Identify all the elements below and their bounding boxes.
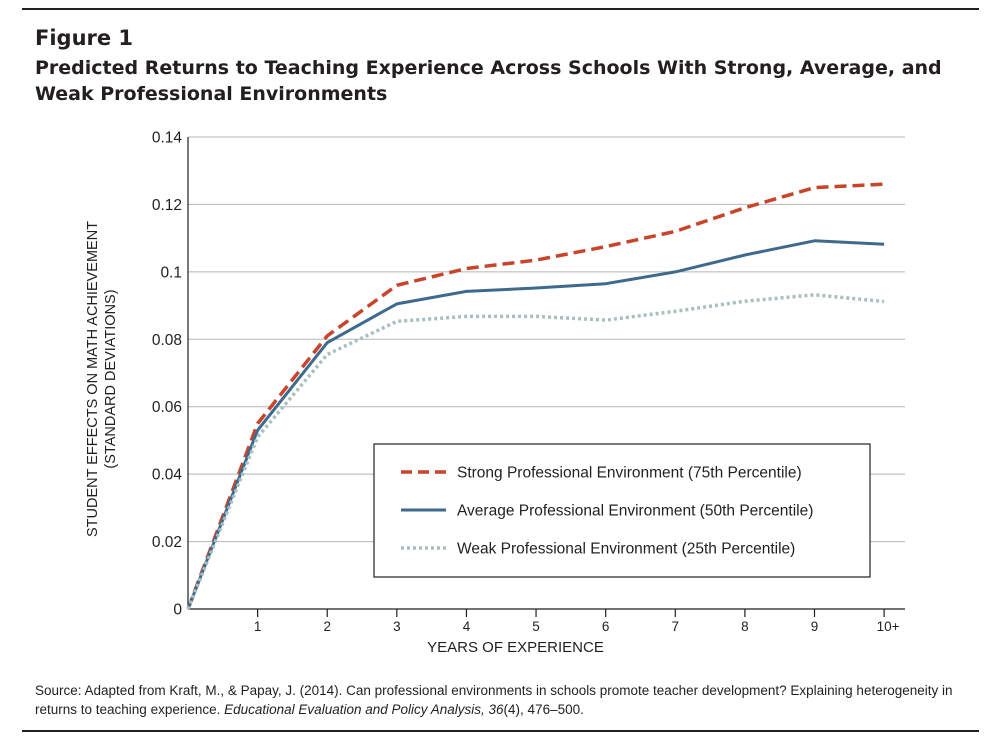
- figure-label: Figure 1: [35, 26, 134, 50]
- legend-label-average: Average Professional Environment (50th P…: [457, 503, 813, 520]
- bottom-rule: [22, 730, 979, 732]
- x-tick-label: 1: [254, 619, 262, 634]
- legend-label-weak: Weak Professional Environment (25th Perc…: [457, 541, 795, 558]
- top-rule: [22, 8, 979, 10]
- source-journal: Educational Evaluation and Policy Analys…: [224, 702, 504, 717]
- y-tick-label: 0.1: [160, 264, 182, 281]
- x-tick-label: 5: [532, 619, 540, 634]
- source-issue: (4), 476–500.: [503, 702, 584, 717]
- x-tick-label: 4: [463, 619, 471, 634]
- x-tick-label: 9: [811, 619, 819, 634]
- y-axis-title-line-2: (STANDARD DEVIATIONS): [103, 289, 119, 468]
- legend-label-strong: Strong Professional Environment (75th Pe…: [457, 465, 802, 482]
- x-tick-label: 3: [393, 619, 401, 634]
- series-line-strong: [186, 182, 885, 610]
- y-tick-label: 0: [173, 602, 182, 619]
- x-tick-label: 7: [672, 619, 680, 634]
- series-line-weak: [186, 293, 885, 610]
- series-line-average: [186, 239, 885, 610]
- y-tick-label: 0.14: [152, 130, 183, 147]
- x-tick-label: 8: [741, 619, 749, 634]
- y-tick-label: 0.04: [152, 467, 183, 484]
- y-axis-title-line-1: STUDENT EFFECTS ON MATH ACHIEVEMENT: [85, 221, 101, 537]
- y-tick-label: 0.12: [152, 197, 182, 214]
- source-text: Source: Adapted from Kraft, M., & Papay,…: [35, 683, 953, 717]
- y-tick-label: 0.02: [152, 534, 182, 551]
- source-note: Source: Adapted from Kraft, M., & Papay,…: [35, 681, 965, 719]
- x-axis-title: YEARS OF EXPERIENCE: [427, 639, 604, 656]
- figure-title: Predicted Returns to Teaching Experience…: [35, 57, 942, 105]
- x-tick-label: 2: [323, 619, 331, 634]
- y-tick-label: 0.08: [152, 332, 182, 349]
- legend-box: [373, 443, 871, 578]
- y-tick-label: 0.06: [152, 399, 182, 416]
- x-tick-label: 6: [602, 619, 610, 634]
- x-tick-label: 10+: [877, 619, 900, 634]
